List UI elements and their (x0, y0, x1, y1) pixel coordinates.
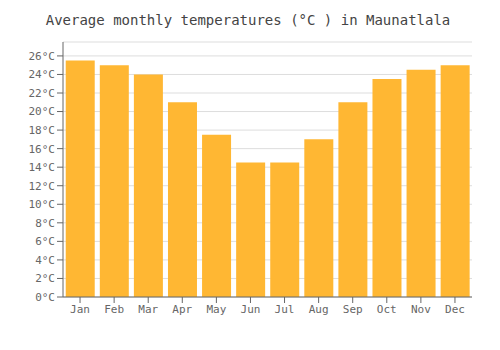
svg-text:Jul: Jul (275, 303, 295, 316)
svg-text:Apr: Apr (172, 303, 192, 316)
svg-text:0°C: 0°C (35, 291, 55, 304)
svg-text:10°C: 10°C (29, 198, 56, 211)
svg-text:Jan: Jan (70, 303, 90, 316)
html-text:Average monthly temperatures (: Average monthly temperatures (°C ) in Ma… (45, 12, 451, 28)
svg-text:Aug: Aug (309, 303, 329, 316)
svg-text:Oct: Oct (377, 303, 397, 316)
svg-text:Dec: Dec (445, 303, 465, 316)
svg-text:Mar: Mar (138, 303, 158, 316)
svg-text:Feb: Feb (104, 303, 124, 316)
svg-text:24°C: 24°C (29, 68, 56, 81)
svg-text:8°C: 8°C (35, 217, 55, 230)
svg-text:16°C: 16°C (29, 143, 56, 156)
svg-text:Sep: Sep (343, 303, 363, 316)
svg-text:Jun: Jun (241, 303, 261, 316)
svg-text:18°C: 18°C (29, 124, 56, 137)
svg-text:2°C: 2°C (35, 272, 55, 285)
svg-text:4°C: 4°C (35, 254, 55, 267)
svg-text:26°C: 26°C (29, 50, 56, 63)
svg-text:14°C: 14°C (29, 161, 56, 174)
svg-text:20°C: 20°C (29, 105, 56, 118)
svg-text:12°C: 12°C (29, 180, 56, 193)
svg-text:6°C: 6°C (35, 235, 55, 248)
svg-text:Nov: Nov (411, 303, 431, 316)
svg-text:May: May (206, 303, 226, 316)
svg-text:22°C: 22°C (29, 87, 56, 100)
